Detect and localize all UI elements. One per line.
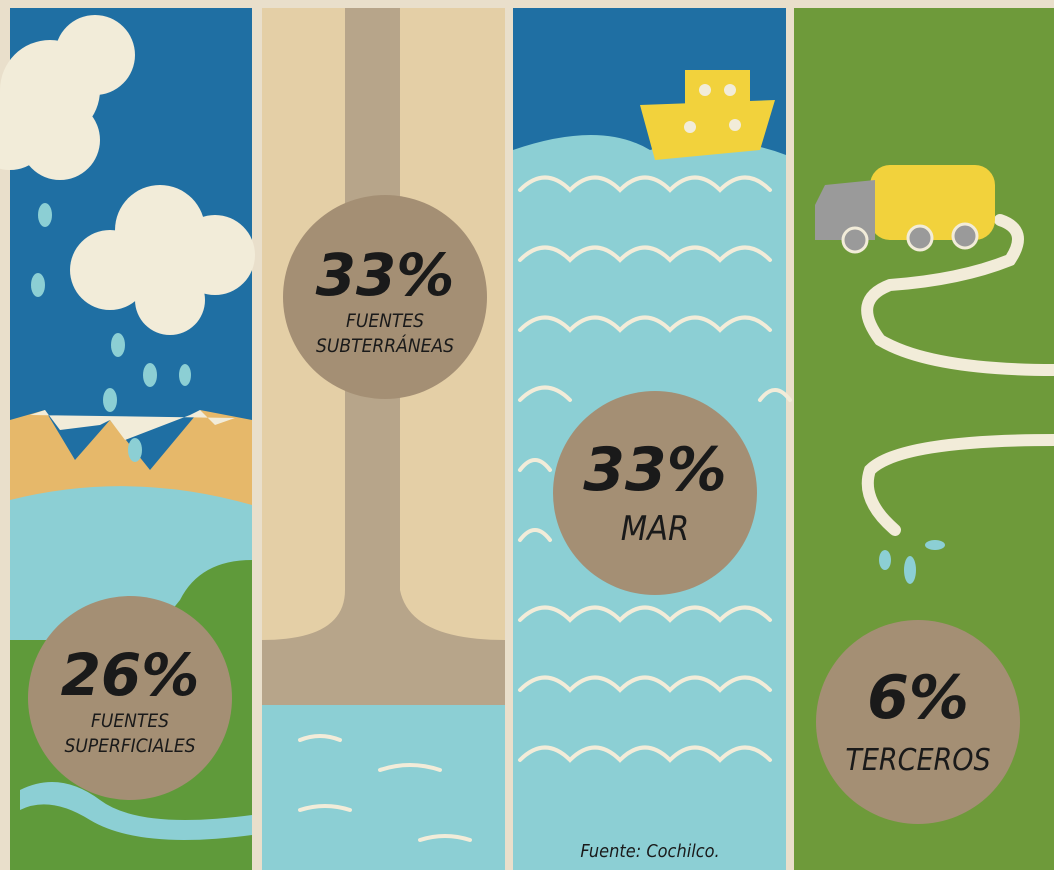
ship <box>640 70 775 160</box>
stat-circle <box>553 391 757 595</box>
hose <box>861 214 1054 536</box>
stat-circle <box>283 195 487 399</box>
panel-surface: 26% FUENTES SUPERFICIALES <box>0 8 255 870</box>
source: Fuente: Cochilco. <box>580 841 719 862</box>
panel-truck: 6% TERCEROS <box>794 8 1054 870</box>
clouds <box>0 15 255 335</box>
label: SUBTERRÁNEAS <box>316 334 454 357</box>
truck <box>815 165 995 254</box>
label: TERCEROS <box>845 743 990 778</box>
aquifer <box>262 705 505 870</box>
water-lines <box>298 734 472 842</box>
label: SUPERFICIALES <box>64 735 195 757</box>
percentage: 33% <box>316 241 455 309</box>
snow <box>30 410 235 440</box>
panel-sea: 33% MAR Fuente: Cochilco. <box>513 8 792 870</box>
percentage: 26% <box>61 641 200 709</box>
waves <box>518 175 792 763</box>
stat-circle <box>816 620 1020 824</box>
label: FUENTES <box>346 310 424 332</box>
panel-ground: 33% FUENTES SUBTERRÁNEAS <box>262 8 505 870</box>
raindrops <box>31 203 191 462</box>
stat-circle <box>28 596 232 800</box>
lake <box>10 486 252 640</box>
label: MAR <box>621 509 690 549</box>
river <box>20 782 252 840</box>
percentage: 33% <box>583 435 727 505</box>
label: FUENTES <box>91 710 169 732</box>
drops <box>879 540 945 584</box>
percentage: 6% <box>867 663 969 733</box>
